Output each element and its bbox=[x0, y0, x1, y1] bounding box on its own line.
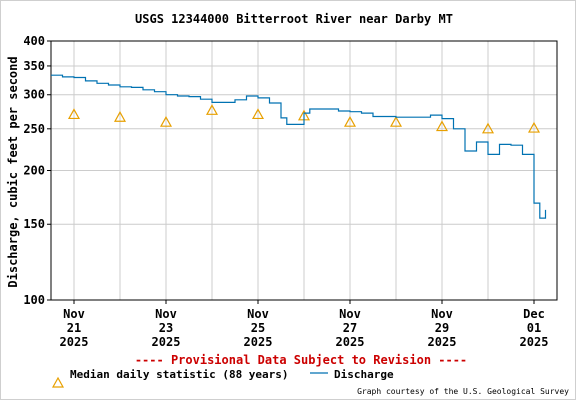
median-legend-label: Median daily statistic (88 years) bbox=[70, 368, 289, 381]
median-point bbox=[159, 115, 173, 127]
x-axis-ticks: Nov212025Nov232025Nov252025Nov272025Nov2… bbox=[60, 300, 549, 349]
x-tick-label: 2025 bbox=[152, 335, 181, 349]
y-axis-ticks: 400 350 300 250 200 150 100 bbox=[23, 34, 51, 307]
median-point bbox=[251, 108, 265, 120]
y-tick-label: 200 bbox=[23, 164, 45, 178]
legend: Median daily statistic (88 years) Discha… bbox=[51, 368, 394, 388]
median-point bbox=[527, 121, 541, 133]
discharge-legend-label: Discharge bbox=[334, 368, 394, 381]
median-point bbox=[67, 108, 81, 120]
y-tick-label: 400 bbox=[23, 34, 45, 48]
x-tick-label: 2025 bbox=[428, 335, 457, 349]
x-tick-label: 2025 bbox=[244, 335, 273, 349]
median-point bbox=[481, 122, 495, 134]
x-tick-label: Nov bbox=[63, 307, 85, 321]
x-tick-label: 2025 bbox=[336, 335, 365, 349]
median-point bbox=[113, 110, 127, 122]
median-point bbox=[435, 120, 449, 132]
x-tick-label: 2025 bbox=[520, 335, 549, 349]
x-tick-label: 29 bbox=[435, 321, 449, 335]
y-tick-label: 350 bbox=[23, 59, 45, 73]
x-tick-label: Nov bbox=[431, 307, 453, 321]
x-tick-label: 23 bbox=[159, 321, 173, 335]
median-point bbox=[205, 104, 219, 115]
y-axis-label: Discharge, cubic feet per second bbox=[6, 56, 20, 287]
chart-title: USGS 12344000 Bitterroot River near Darb… bbox=[135, 12, 453, 26]
x-tick-label: 27 bbox=[343, 321, 357, 335]
median-point bbox=[389, 115, 403, 127]
x-tick-label: 2025 bbox=[60, 335, 89, 349]
y-tick-label: 300 bbox=[23, 88, 45, 102]
x-tick-label: Nov bbox=[155, 307, 177, 321]
y-tick-label: 100 bbox=[23, 293, 45, 307]
y-tick-label: 150 bbox=[23, 217, 45, 231]
x-tick-label: 01 bbox=[527, 321, 541, 335]
provisional-notice: ---- Provisional Data Subject to Revisio… bbox=[135, 353, 467, 367]
plot-grid bbox=[51, 40, 557, 301]
y-tick-label: 250 bbox=[23, 122, 45, 136]
discharge-series-line bbox=[51, 74, 547, 219]
x-tick-label: Nov bbox=[247, 307, 269, 321]
credit-text: Graph courtesy of the U.S. Geological Su… bbox=[357, 387, 569, 396]
x-tick-label: 21 bbox=[67, 321, 81, 335]
x-tick-label: Dec bbox=[523, 307, 545, 321]
median-legend-marker bbox=[51, 376, 65, 388]
x-tick-label: Nov bbox=[339, 307, 361, 321]
median-point bbox=[343, 115, 357, 127]
x-tick-label: 25 bbox=[251, 321, 265, 335]
